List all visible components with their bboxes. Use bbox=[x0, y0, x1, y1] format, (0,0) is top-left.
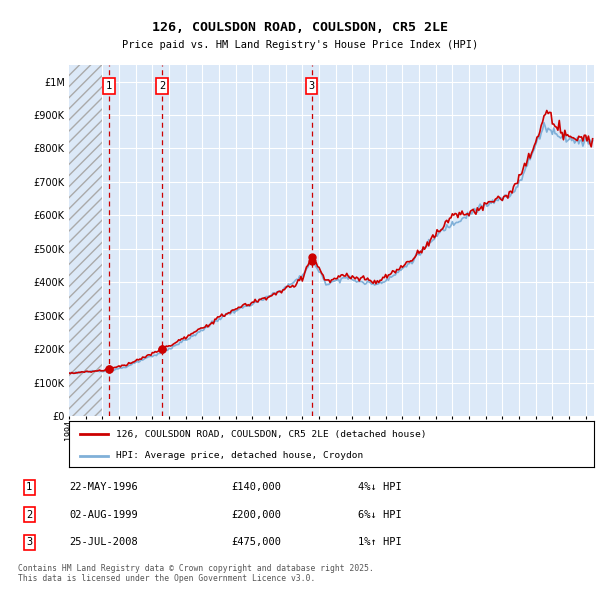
Text: £140,000: £140,000 bbox=[231, 483, 281, 493]
Text: 22-MAY-1996: 22-MAY-1996 bbox=[70, 483, 139, 493]
Text: 3: 3 bbox=[308, 81, 315, 91]
Bar bbox=[69, 65, 103, 416]
Text: 1%↑ HPI: 1%↑ HPI bbox=[358, 537, 401, 547]
Text: £475,000: £475,000 bbox=[231, 537, 281, 547]
Text: 1: 1 bbox=[106, 81, 112, 91]
Text: 4%↓ HPI: 4%↓ HPI bbox=[358, 483, 401, 493]
Text: HPI: Average price, detached house, Croydon: HPI: Average price, detached house, Croy… bbox=[116, 451, 364, 460]
Text: Price paid vs. HM Land Registry's House Price Index (HPI): Price paid vs. HM Land Registry's House … bbox=[122, 40, 478, 50]
Text: 126, COULSDON ROAD, COULSDON, CR5 2LE (detached house): 126, COULSDON ROAD, COULSDON, CR5 2LE (d… bbox=[116, 430, 427, 438]
Text: This data is licensed under the Open Government Licence v3.0.: This data is licensed under the Open Gov… bbox=[18, 574, 316, 583]
Text: Contains HM Land Registry data © Crown copyright and database right 2025.: Contains HM Land Registry data © Crown c… bbox=[18, 563, 374, 572]
Text: 2: 2 bbox=[26, 510, 32, 520]
Text: 6%↓ HPI: 6%↓ HPI bbox=[358, 510, 401, 520]
Text: 25-JUL-2008: 25-JUL-2008 bbox=[70, 537, 139, 547]
Text: 1: 1 bbox=[26, 483, 32, 493]
Text: 02-AUG-1999: 02-AUG-1999 bbox=[70, 510, 139, 520]
Text: £200,000: £200,000 bbox=[231, 510, 281, 520]
Text: 126, COULSDON ROAD, COULSDON, CR5 2LE: 126, COULSDON ROAD, COULSDON, CR5 2LE bbox=[152, 21, 448, 34]
Text: 2: 2 bbox=[159, 81, 165, 91]
Text: 3: 3 bbox=[26, 537, 32, 547]
